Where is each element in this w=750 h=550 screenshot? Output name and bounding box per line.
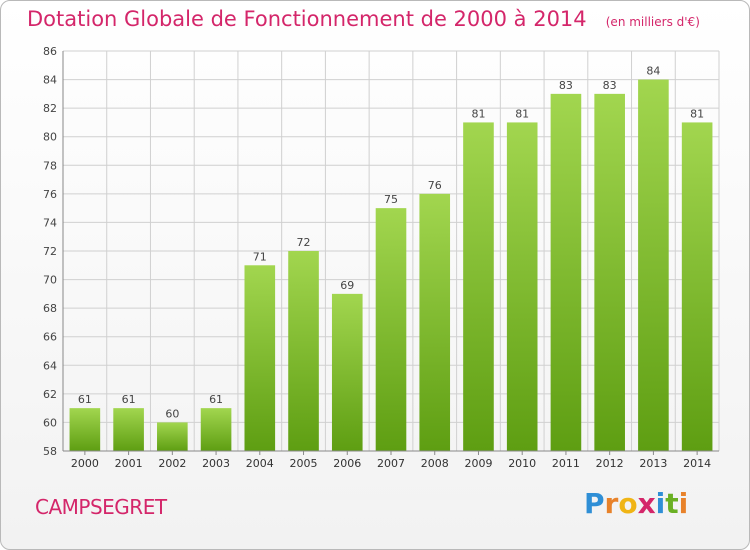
data-label-2014: 81 [690,107,704,120]
x-tick-label-2001: 2001 [115,457,143,470]
x-tick-label-2006: 2006 [333,457,361,470]
x-tick-label-2014: 2014 [683,457,711,470]
logo-letter: P [584,487,605,520]
x-tick-label-2011: 2011 [552,457,580,470]
data-label-2006: 69 [340,279,354,292]
unit-text: (en milliers d'€) [605,15,700,29]
y-tick-label: 86 [43,45,57,58]
y-tick-label: 76 [43,188,57,201]
bars: 61 61 60 61 71 72 69 75 76 81 81 83 83 84 81 [69,65,713,452]
bar-2003 [200,408,232,451]
bar-2012 [594,93,625,451]
logo-letter: t [665,487,679,520]
data-label-2002: 60 [165,407,179,420]
y-tick-label: 60 [43,416,57,429]
bar-2010 [506,122,538,451]
y-tick-label: 64 [43,359,57,372]
data-label-2012: 83 [603,79,617,92]
bar-2004 [244,265,276,451]
logo-letter: i [655,487,666,520]
bar-2011 [550,93,582,451]
y-tick-label: 84 [43,74,57,87]
bar-2007 [375,208,407,451]
bar-2001 [113,408,144,451]
data-label-2008: 76 [428,179,442,192]
x-tick-label-2008: 2008 [421,457,449,470]
y-tick-label: 66 [43,331,57,344]
y-tick-label: 72 [43,245,57,258]
proxiti-logo: Proxiti [584,487,688,520]
bar-2000 [69,408,101,451]
data-label-2000: 61 [78,393,92,406]
bar-2002 [157,422,188,451]
y-tick-label: 82 [43,102,57,115]
chart-title: Dotation Globale de Fonctionnement de 20… [27,7,700,31]
x-tick-label-2002: 2002 [158,457,186,470]
bar-2006 [331,293,363,451]
bar-2009 [463,122,494,451]
logo-letter: o [618,487,638,520]
logo-letter: i [678,487,689,520]
x-tick-label-2003: 2003 [202,457,230,470]
y-tick-label: 62 [43,388,57,401]
x-tick-label-2004: 2004 [246,457,274,470]
data-label-2004: 71 [253,250,267,263]
data-label-2010: 81 [515,107,529,120]
y-tick-label: 74 [43,216,57,229]
data-label-2003: 61 [209,393,223,406]
y-tick-label: 70 [43,274,57,287]
y-tick-label: 68 [43,302,57,315]
data-label-2001: 61 [122,393,136,406]
axes: 58 60 62 64 66 68 70 72 74 76 78 80 82 84 86 2000 2001 20… [43,45,719,470]
data-label-2005: 72 [297,236,311,249]
data-label-2013: 84 [646,65,660,78]
x-tick-label-2012: 2012 [596,457,624,470]
x-tick-label-2013: 2013 [639,457,667,470]
logo-letter: r [604,487,619,520]
data-label-2011: 83 [559,79,573,92]
x-tick-label-2009: 2009 [464,457,492,470]
bar-2005 [288,251,319,451]
x-tick-label-2000: 2000 [71,457,99,470]
x-tick-label-2007: 2007 [377,457,405,470]
logo-letter: x [637,487,656,520]
bar-2013 [638,79,669,452]
y-tick-label: 78 [43,159,57,172]
y-tick-label: 80 [43,131,57,144]
x-tick-label-2005: 2005 [290,457,318,470]
bar-2014 [681,122,713,451]
data-label-2007: 75 [384,193,398,206]
commune-name: CAMPSEGRET [35,495,167,519]
x-tick-label-2010: 2010 [508,457,536,470]
title-text: Dotation Globale de Fonctionnement de 20… [27,7,587,31]
data-label-2009: 81 [471,107,485,120]
bar-2008 [419,193,451,451]
y-tick-label: 58 [43,445,57,458]
